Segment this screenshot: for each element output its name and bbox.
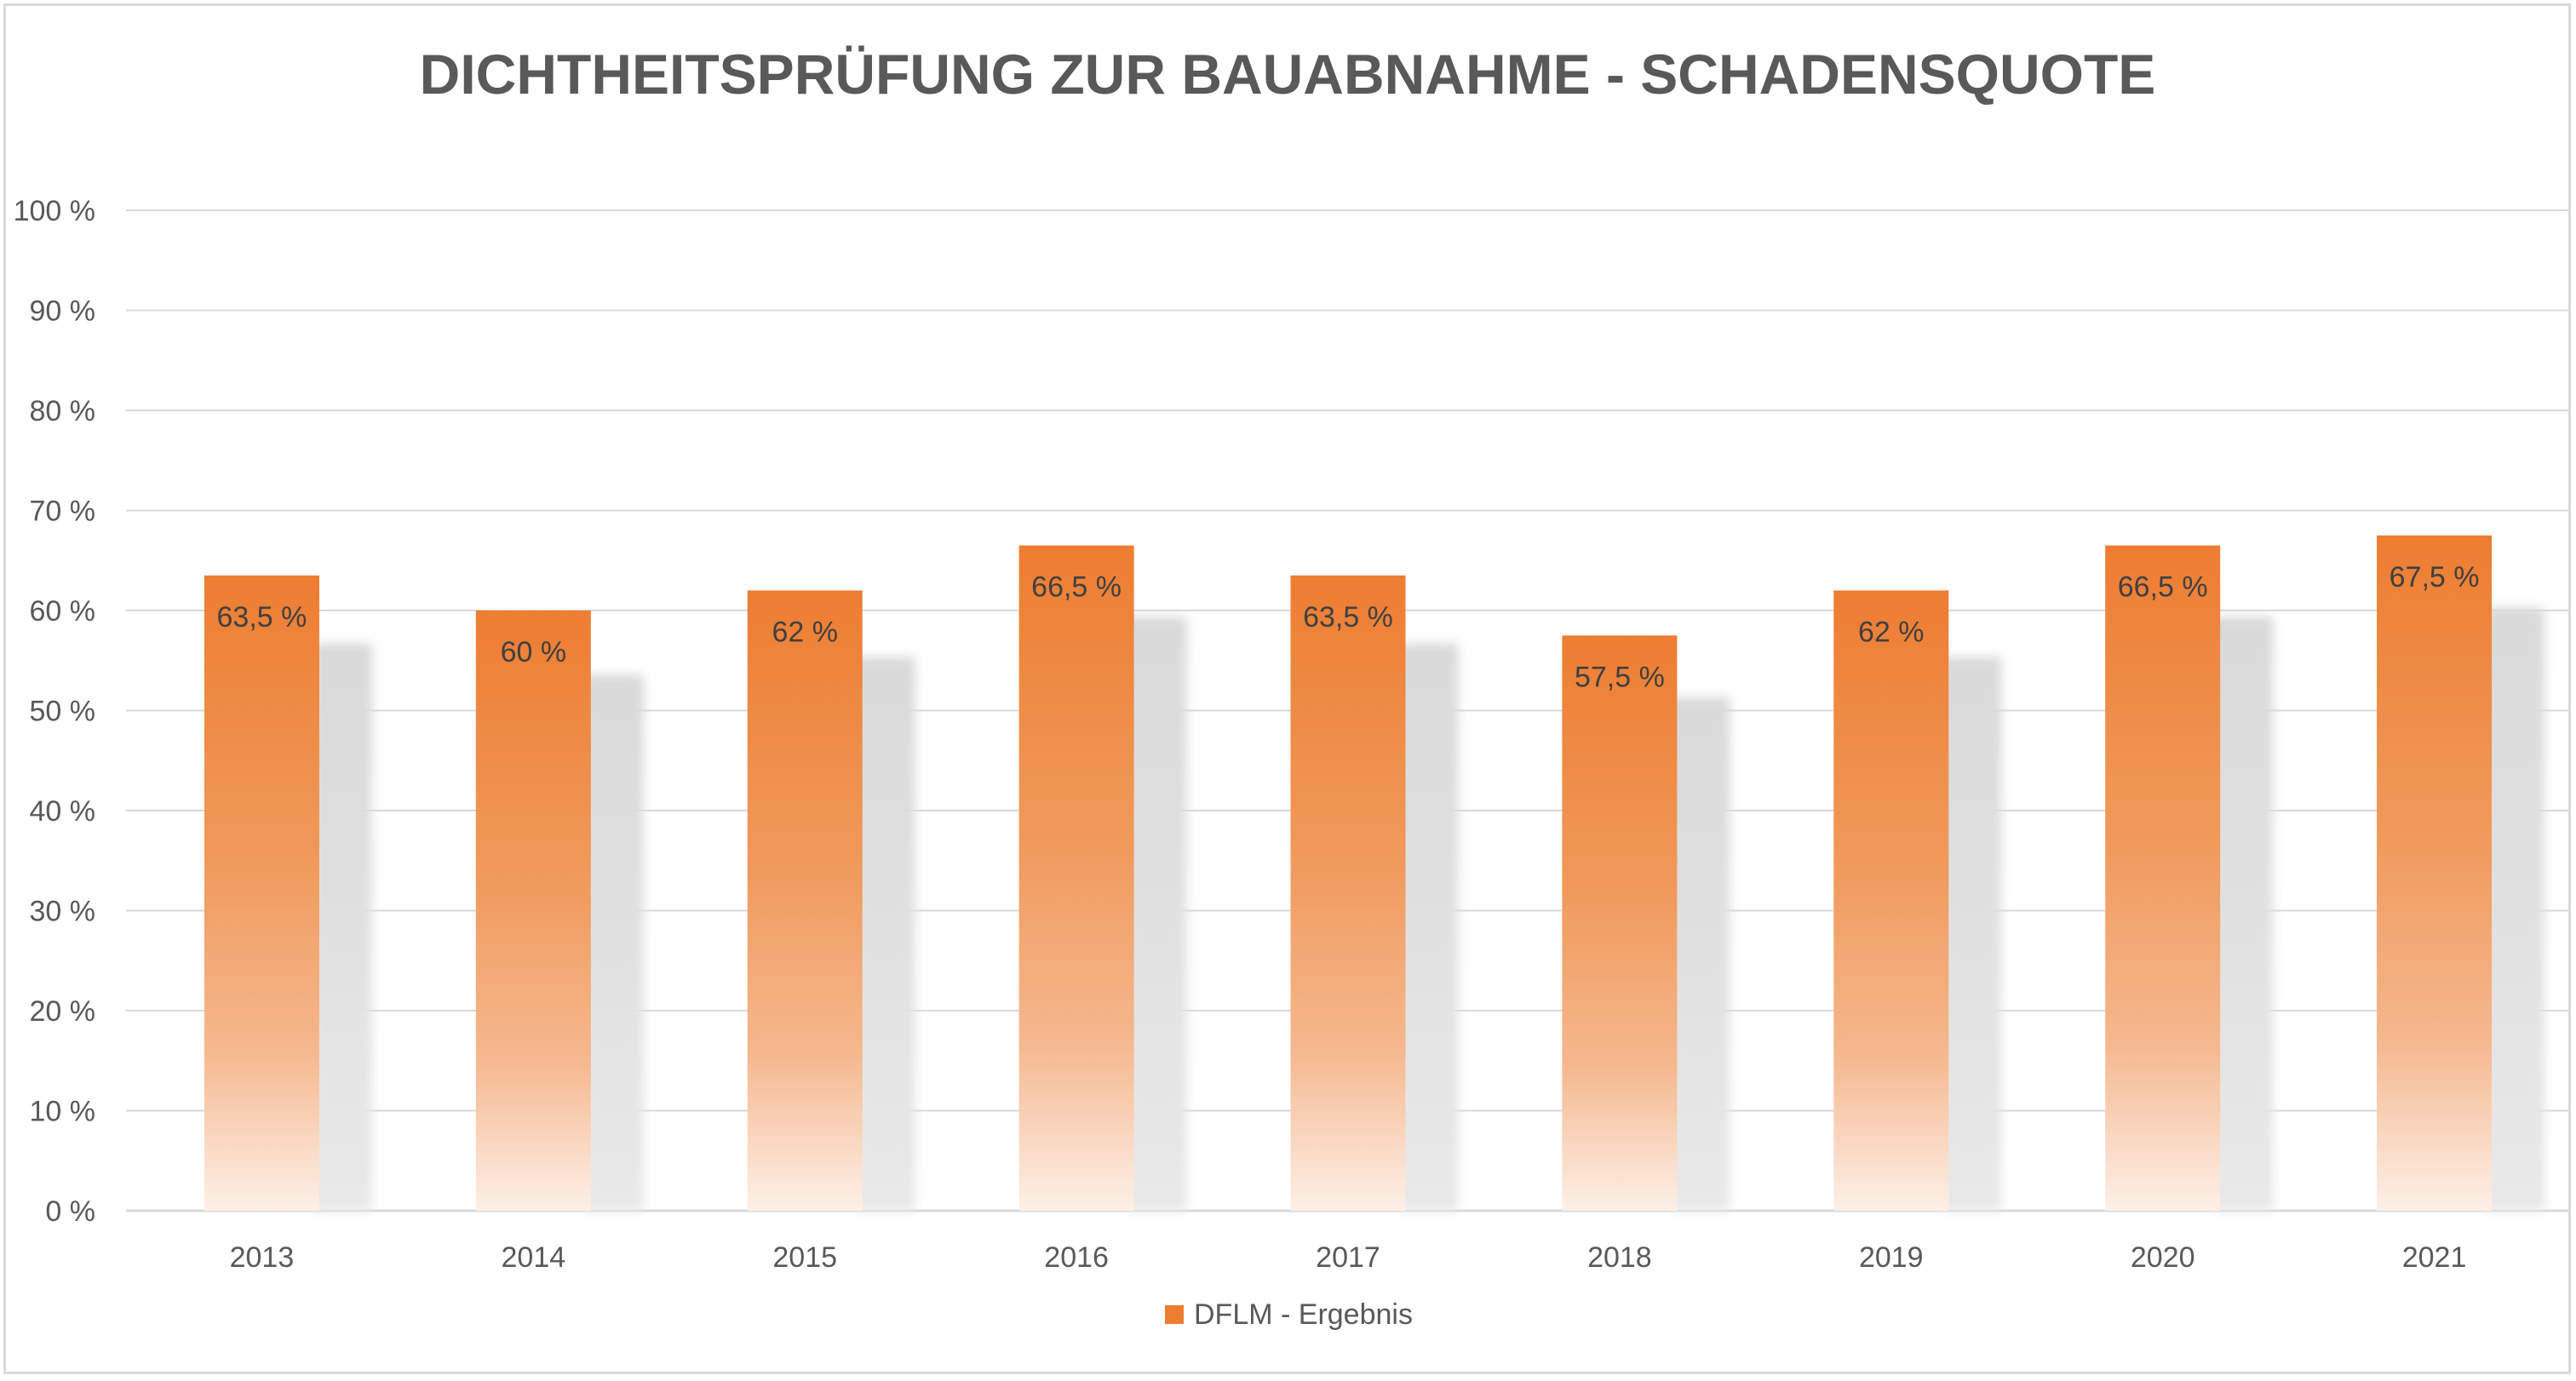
y-tick-label: 70 %: [30, 496, 96, 528]
bar: [1018, 545, 1134, 1211]
bar-shadow: [310, 643, 372, 1211]
bar-shadow: [1668, 696, 1730, 1211]
data-label: 57,5 %: [1575, 661, 1665, 693]
y-tick-label: 10 %: [30, 1096, 96, 1128]
bars: [204, 535, 2493, 1211]
y-tick-label: 60 %: [30, 595, 96, 627]
y-tick-label: 30 %: [30, 896, 96, 928]
bar: [747, 590, 863, 1211]
data-label: 66,5 %: [2118, 571, 2208, 604]
x-tick-label: 2014: [502, 1241, 566, 1274]
legend: DFLM - Ergebnis: [1165, 1298, 1413, 1331]
y-tick-label: 80 %: [30, 395, 96, 427]
x-axis-tick-labels: 2013 2014 2015 2016 2017 2018 2019 2020 2021: [230, 1241, 2467, 1274]
y-tick-label: 20 %: [30, 995, 96, 1028]
bar: [1833, 590, 1949, 1211]
data-label: 66,5 %: [1031, 571, 1122, 604]
data-label: 62 %: [1858, 616, 1925, 649]
x-tick-label: 2018: [1587, 1241, 1652, 1274]
bar: [1290, 575, 1406, 1211]
bar-shadows: [310, 607, 2545, 1211]
x-tick-label: 2015: [772, 1241, 837, 1274]
bar: [2377, 535, 2493, 1211]
data-label: 67,5 %: [2390, 561, 2480, 593]
bar: [2105, 545, 2221, 1211]
y-axis-tick-labels: 0 % 10 % 20 % 30 % 40 % 50 % 60 % 70 % 80 % 90 % 1…: [14, 195, 95, 1228]
y-tick-label: 0 %: [45, 1195, 95, 1228]
y-tick-label: 100 %: [14, 195, 95, 227]
chart-title: DICHTHEITSPRÜFUNG ZUR BAUABNAHME - SCHAD…: [420, 43, 2156, 106]
data-label: 62 %: [772, 616, 838, 649]
x-tick-label: 2016: [1044, 1241, 1109, 1274]
data-label: 63,5 %: [1303, 601, 1393, 633]
bar-shadow: [1940, 656, 2002, 1211]
legend-label: DFLM - Ergebnis: [1194, 1298, 1413, 1331]
bar-shadow: [853, 656, 915, 1211]
bar-shadow: [582, 674, 644, 1211]
y-tick-label: 50 %: [30, 696, 96, 728]
bar: [475, 610, 591, 1211]
legend-swatch: [1165, 1305, 1184, 1324]
x-tick-label: 2021: [2402, 1241, 2467, 1274]
data-labels: 63,5 % 60 % 62 % 66,5 % 63,5 % 57,5 % 62 % 66,5…: [217, 561, 2480, 694]
y-tick-label: 90 %: [30, 295, 96, 328]
bar: [1562, 635, 1678, 1211]
bar-shadow: [1125, 616, 1187, 1211]
x-tick-label: 2019: [1859, 1241, 1924, 1274]
x-tick-label: 2017: [1316, 1241, 1380, 1274]
data-label: 63,5 %: [217, 601, 307, 633]
bar-shadow: [2483, 607, 2545, 1211]
y-tick-label: 40 %: [30, 795, 96, 828]
bar: [204, 575, 319, 1211]
data-label: 60 %: [501, 636, 567, 668]
x-tick-label: 2013: [230, 1241, 295, 1274]
x-tick-label: 2020: [2131, 1241, 2195, 1274]
bar-shadow: [1397, 643, 1459, 1211]
bar-shadow: [2212, 616, 2274, 1211]
